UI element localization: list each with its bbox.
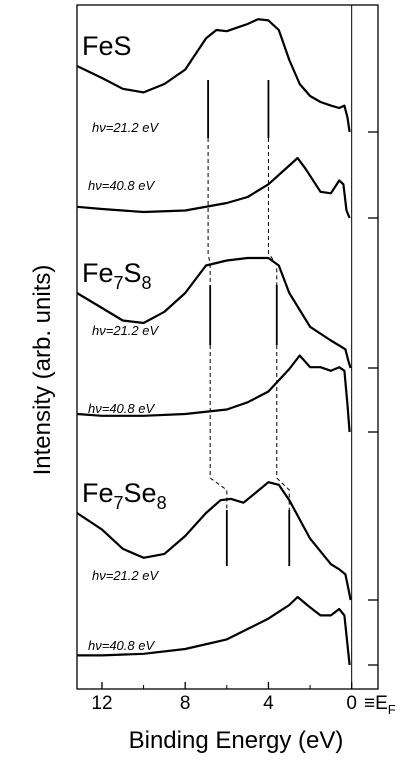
spectrum-line: [76, 256, 352, 369]
photon-energy-label: hν=21.2 eV: [92, 323, 159, 338]
spectrum-line: [77, 595, 351, 666]
compound-label: Fe7Se8: [82, 478, 167, 513]
peak-connector: [276, 345, 290, 510]
x-tick-label: 4: [263, 693, 274, 714]
x-axis-label: Binding Energy (eV): [129, 727, 344, 754]
compound-label: FeS: [82, 31, 132, 61]
formula-subscript: 8: [142, 273, 152, 293]
formula-subscript: 7: [114, 493, 124, 513]
peak-connector: [209, 345, 228, 510]
spectrum-line: [76, 156, 351, 219]
spectrum-line: [76, 18, 351, 133]
photon-energy-label: hν=21.2 eV: [92, 120, 159, 135]
x-axis: 12 8 4 0 ≡EF: [91, 682, 396, 717]
formula-subscript: 7: [114, 273, 124, 293]
formula-subscript: 8: [157, 493, 167, 513]
x-tick-label: 12: [91, 693, 112, 714]
compound-label: Fe7S8: [82, 258, 152, 293]
fermi-label-sub: F: [388, 702, 396, 717]
peak-connector: [267, 138, 278, 285]
fermi-label-main: E: [375, 693, 388, 714]
fermi-level-label: ≡EF: [364, 693, 396, 717]
peak-marker-lines: [207, 80, 291, 566]
plot-border: [76, 4, 379, 690]
formula-text: Fe: [82, 478, 114, 508]
x-tick-label: 8: [180, 693, 191, 714]
formula-text: S: [124, 258, 142, 288]
x-tick-label: 0: [346, 693, 357, 714]
spectrum-line: [76, 481, 352, 601]
photon-energy-label: hν=40.8 eV: [88, 638, 155, 653]
baseline-ticks: [368, 131, 378, 666]
formula-text: Fe: [82, 258, 114, 288]
formula-text: Se: [124, 478, 157, 508]
plot-frame: [76, 4, 379, 690]
peak-connector: [207, 138, 211, 285]
photon-energy-label: hν=40.8 eV: [88, 178, 155, 193]
fermi-label-prefix: ≡: [364, 693, 375, 714]
photon-energy-label: hν=40.8 eV: [88, 401, 155, 416]
spectra-curves: [76, 18, 352, 666]
photon-energy-label: hν=21.2 eV: [92, 568, 159, 583]
y-axis-label: Intensity (arb. units): [29, 265, 56, 476]
formula-text: FeS: [82, 31, 132, 61]
spectrum-line: [76, 354, 351, 433]
